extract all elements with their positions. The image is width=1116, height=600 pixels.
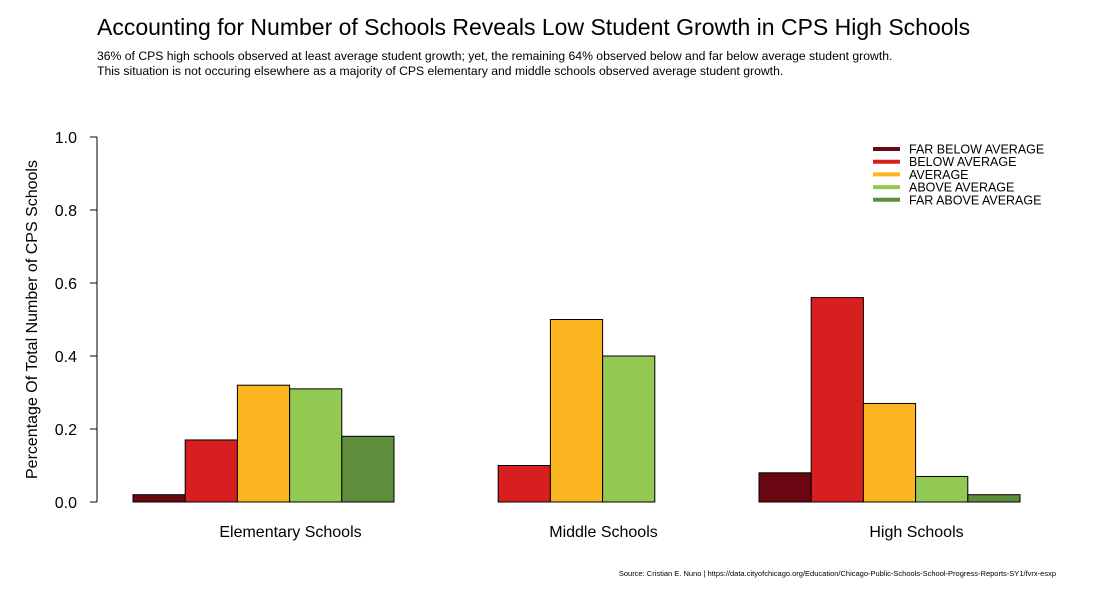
legend-label: AVERAGE <box>909 168 969 182</box>
y-axis-title: Percentage Of Total Number of CPS School… <box>24 160 41 479</box>
x-category-label: Middle Schools <box>549 524 658 541</box>
bar-average <box>236 384 291 503</box>
y-tick-label: 0.0 <box>55 495 77 512</box>
y-axis: 0.0 0.2 0.4 0.6 0.8 1.0 Percentage Of Total Nu… <box>24 130 98 512</box>
bar-average <box>862 402 917 503</box>
source-note: Source: Cristian E. Nuno | https://data.… <box>618 569 1056 578</box>
x-axis-labels: Elementary Schools Middle Schools High Sch… <box>219 524 963 541</box>
bar-below-average <box>497 465 551 503</box>
bar-group-middle-schools <box>497 319 656 503</box>
bar-below-average <box>184 439 238 503</box>
y-tick-label: 0.6 <box>55 276 77 293</box>
bar-above-average <box>915 475 969 503</box>
legend-label: ABOVE AVERAGE <box>909 181 1014 195</box>
bar-below-average <box>810 297 864 503</box>
subtitle-line-2: This situation is not occuring elsewhere… <box>97 63 784 78</box>
subtitle-line-1: 36% of CPS high schools observed at leas… <box>97 49 893 63</box>
bar-group-elementary-schools <box>132 384 395 503</box>
chart-title: Accounting for Number of Schools Reveals… <box>97 14 971 40</box>
bar-above-average <box>289 388 343 503</box>
legend-label: FAR BELOW AVERAGE <box>909 143 1044 157</box>
bar-above-average <box>602 355 656 503</box>
x-category-label: High Schools <box>869 524 963 541</box>
bar-far-above-average <box>967 494 1021 503</box>
x-category-label: Elementary Schools <box>219 524 361 541</box>
legend-label: FAR ABOVE AVERAGE <box>909 193 1041 207</box>
y-tick-label: 0.4 <box>55 349 77 366</box>
y-tick-label: 0.2 <box>55 422 77 439</box>
bar-average <box>549 319 604 503</box>
bar-group-high-schools <box>758 297 1021 503</box>
bar-groups <box>132 297 1021 503</box>
bar-far-below-average <box>758 472 812 503</box>
y-tick-label: 0.8 <box>55 203 77 220</box>
y-tick-label: 1.0 <box>55 130 77 147</box>
bar-far-above-average <box>341 435 395 503</box>
bar-far-below-average <box>132 494 186 503</box>
chart-subtitle: 36% of CPS high schools observed at leas… <box>97 49 892 78</box>
legend-label: BELOW AVERAGE <box>909 155 1016 169</box>
